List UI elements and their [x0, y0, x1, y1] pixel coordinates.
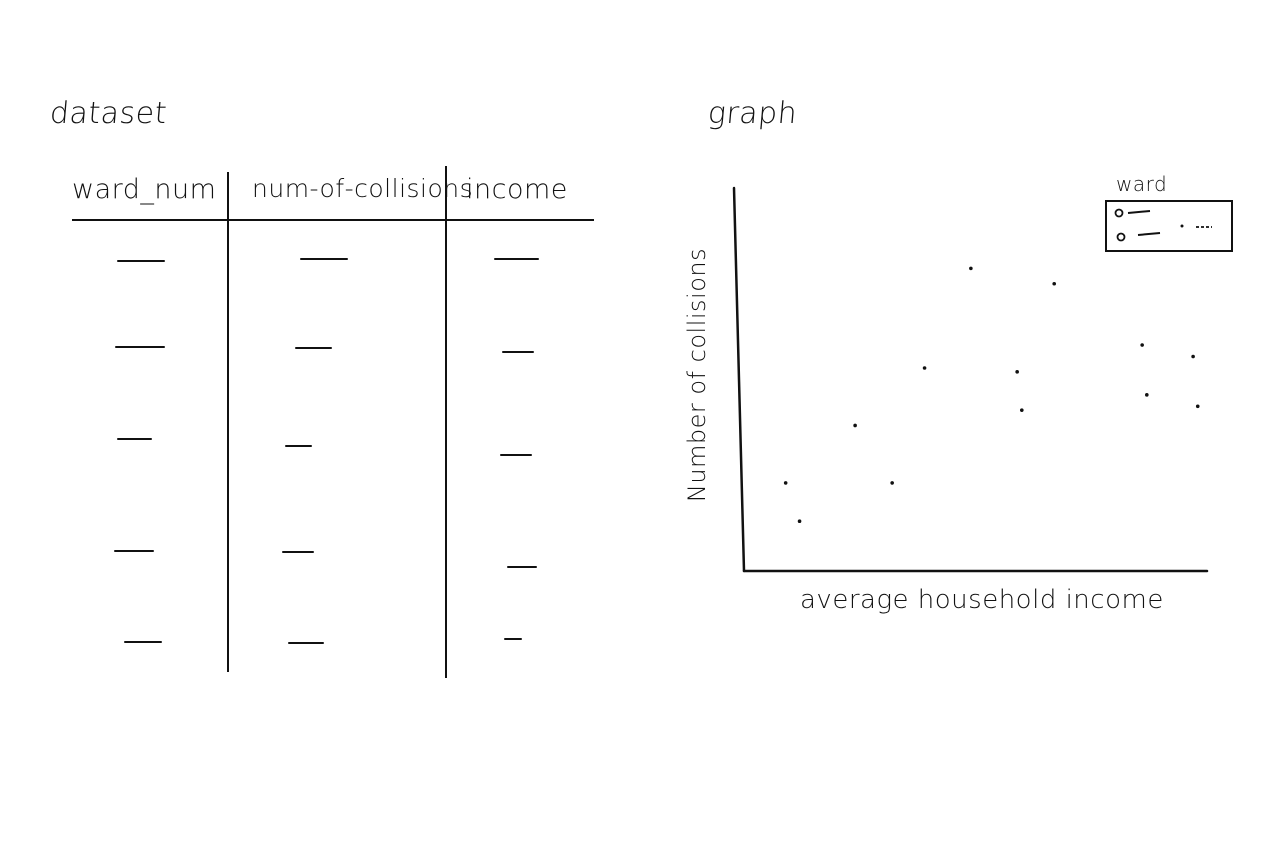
- scatter-point: [1140, 343, 1144, 347]
- table-cell-placeholder: [500, 454, 532, 456]
- scatter-point: [797, 519, 802, 524]
- column-header-income: income: [466, 174, 568, 205]
- legend-entries: [1114, 208, 1212, 242]
- column-header-num-of-collisions: num-of-collisions: [252, 174, 474, 203]
- legend-line: [1137, 232, 1161, 236]
- legend-dot: [1180, 224, 1184, 228]
- scatter-point: [783, 481, 788, 485]
- legend-title: ward: [1116, 172, 1168, 196]
- table-cell-placeholder: [114, 550, 154, 552]
- x-axis-label: average household income: [800, 585, 1164, 615]
- scatter-point: [853, 423, 857, 428]
- scatter-point: [1052, 281, 1057, 286]
- table-cell-placeholder: [504, 638, 522, 640]
- table-cell-placeholder: [288, 642, 324, 644]
- table-cell-placeholder: [285, 445, 312, 447]
- scatter-point: [922, 366, 927, 370]
- table-cell-placeholder: [115, 346, 165, 348]
- column-divider: [227, 172, 229, 672]
- table-cell-placeholder: [295, 347, 332, 349]
- table-cell-placeholder: [507, 566, 537, 568]
- legend-marker: [1114, 208, 1124, 218]
- scatter-point: [1020, 408, 1024, 412]
- table-cell-placeholder: [502, 351, 534, 353]
- table-cell-placeholder: [494, 258, 539, 260]
- data-points: [783, 266, 1200, 524]
- scatter-point: [1015, 370, 1019, 374]
- y-axis-label: Number of collisions: [683, 247, 711, 503]
- scatter-point: [969, 266, 973, 271]
- scatter-point: [1145, 393, 1149, 397]
- legend-marker: [1116, 232, 1126, 242]
- scatter-point: [890, 481, 894, 485]
- table-cell-placeholder: [282, 551, 314, 553]
- column-header-ward-num: ward_num: [72, 174, 217, 205]
- table-cell-placeholder: [117, 438, 152, 440]
- dataset-table: ward_num num-of-collisions income: [72, 166, 594, 681]
- table-cell-placeholder: [300, 258, 348, 260]
- scatter-point: [1195, 404, 1200, 409]
- column-divider: [445, 166, 447, 678]
- legend-line: [1127, 210, 1151, 214]
- y-axis: [732, 186, 746, 573]
- table-cell-placeholder: [117, 260, 165, 262]
- scatter-point: [1191, 354, 1195, 359]
- legend-box: [1105, 200, 1233, 252]
- header-divider: [72, 219, 594, 221]
- table-cell-placeholder: [124, 641, 162, 643]
